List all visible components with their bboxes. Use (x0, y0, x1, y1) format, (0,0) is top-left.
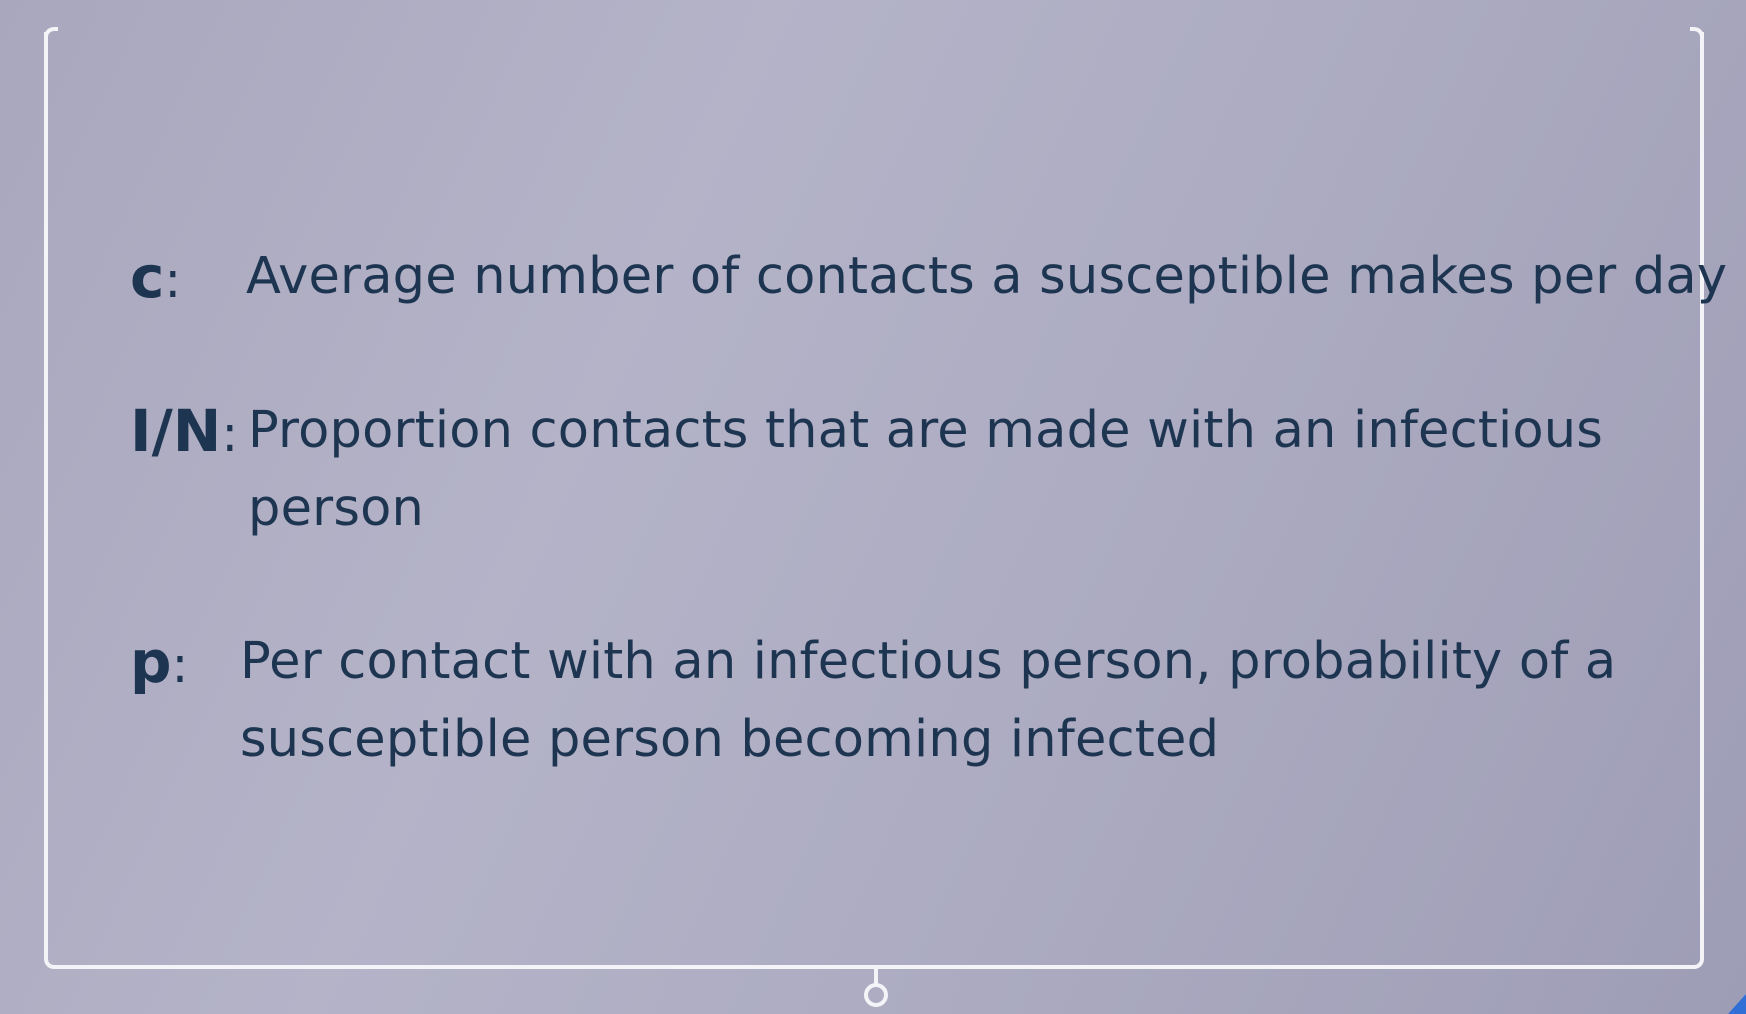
term-symbol: I/N (130, 397, 222, 465)
description-line: Per contact with an infectious person, p… (240, 632, 1617, 691)
definition-description: Per contact with an infectious person, p… (240, 623, 1616, 779)
definition-term: p: (130, 623, 188, 704)
term-symbol: c (130, 243, 165, 311)
term-colon: : (171, 636, 189, 694)
frame-knob-ring (864, 983, 888, 1007)
definition-description: Average number of contacts a susceptible… (246, 238, 1727, 316)
term-colon: : (221, 405, 239, 463)
frame-knob-stem (874, 966, 878, 984)
description-line: Average number of contacts a susceptible… (246, 247, 1728, 306)
corner-accent-mark (1728, 994, 1746, 1014)
description-line: person (248, 479, 425, 538)
term-symbol: p (130, 628, 172, 696)
description-line: Proportion contacts that are made with a… (248, 401, 1604, 460)
description-line: susceptible person becoming infected (240, 710, 1220, 769)
term-colon: : (164, 251, 182, 309)
definition-description: Proportion contacts that are made with a… (248, 392, 1603, 548)
definition-term: I/N: (130, 392, 238, 473)
definition-term: c: (130, 238, 181, 319)
